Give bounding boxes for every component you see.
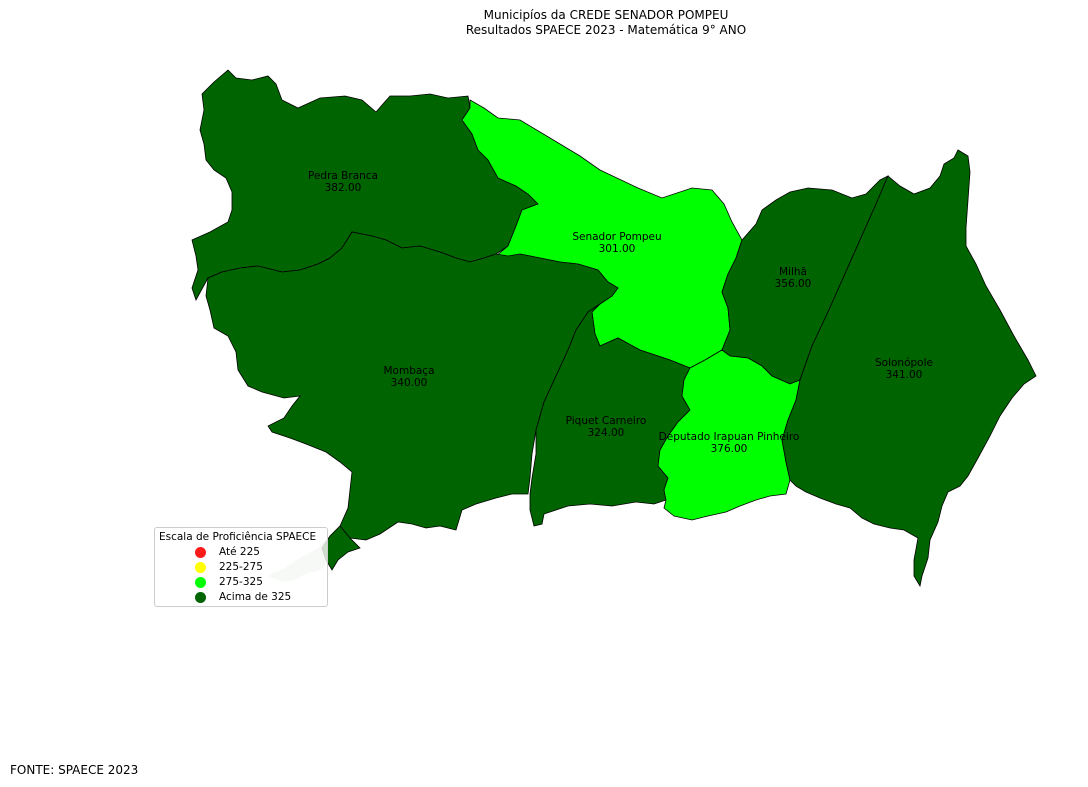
- label-solonopole-value: 341.00: [886, 369, 923, 381]
- legend-label-2: 275-325: [219, 576, 263, 588]
- label-mombaca-name: Mombaça: [383, 365, 434, 377]
- label-piquet-carneiro-name: Piquet Carneiro: [566, 415, 647, 427]
- label-solonopole-name: Solonópole: [875, 357, 933, 369]
- legend-label-1: 225-275: [219, 561, 263, 573]
- legend-dot-1: [195, 561, 206, 573]
- title-line-1: Municipíos da CREDE SENADOR POMPEU: [483, 8, 729, 22]
- municipio-deputado-irapuan-pinheiro[interactable]: [657, 349, 801, 521]
- legend-dot-2: [195, 576, 206, 588]
- label-piquet-carneiro-value: 324.00: [588, 427, 625, 439]
- label-milha-name: Milhã: [779, 266, 807, 278]
- label-senador-pompeu-value: 301.00: [599, 243, 636, 255]
- legend: Escala de Proficiência SPAECE Até 225 22…: [154, 527, 328, 607]
- label-deputado-irapuan-pinheiro-value: 376.00: [711, 443, 748, 455]
- legend-item-acima-325: Acima de 325: [195, 590, 291, 604]
- label-pedra-branca-name: Pedra Branca: [308, 170, 378, 182]
- label-milha-value: 356.00: [775, 278, 812, 290]
- legend-dot-0: [195, 546, 206, 558]
- legend-item-ate-225: Até 225: [195, 545, 260, 559]
- municipio-solonopole[interactable]: [781, 149, 1037, 588]
- label-mombaca-value: 340.00: [391, 377, 428, 389]
- legend-title: Escala de Proficiência SPAECE: [159, 531, 317, 543]
- title-line-2: Resultados SPAECE 2023 - Matemática 9° A…: [465, 23, 747, 37]
- label-senador-pompeu-name: Senador Pompeu: [572, 231, 661, 243]
- municipio-mombaca[interactable]: [205, 231, 619, 541]
- legend-item-225-275: 225-275: [195, 560, 263, 574]
- source-note: FONTE: SPAECE 2023: [10, 763, 139, 777]
- legend-item-275-325: 275-325: [195, 575, 263, 589]
- label-pedra-branca-value: 382.00: [325, 182, 362, 194]
- legend-dot-3: [195, 591, 206, 603]
- label-deputado-irapuan-pinheiro-name: Deputado Irapuan Pinheiro: [659, 431, 800, 443]
- map-title: Municipíos da CREDE SENADOR POMPEU Resul…: [0, 8, 1088, 38]
- map-labels: Pedra Branca 382.00 Senador Pompeu 301.0…: [308, 170, 933, 455]
- legend-label-0: Até 225: [219, 546, 260, 558]
- legend-label-3: Acima de 325: [219, 591, 292, 603]
